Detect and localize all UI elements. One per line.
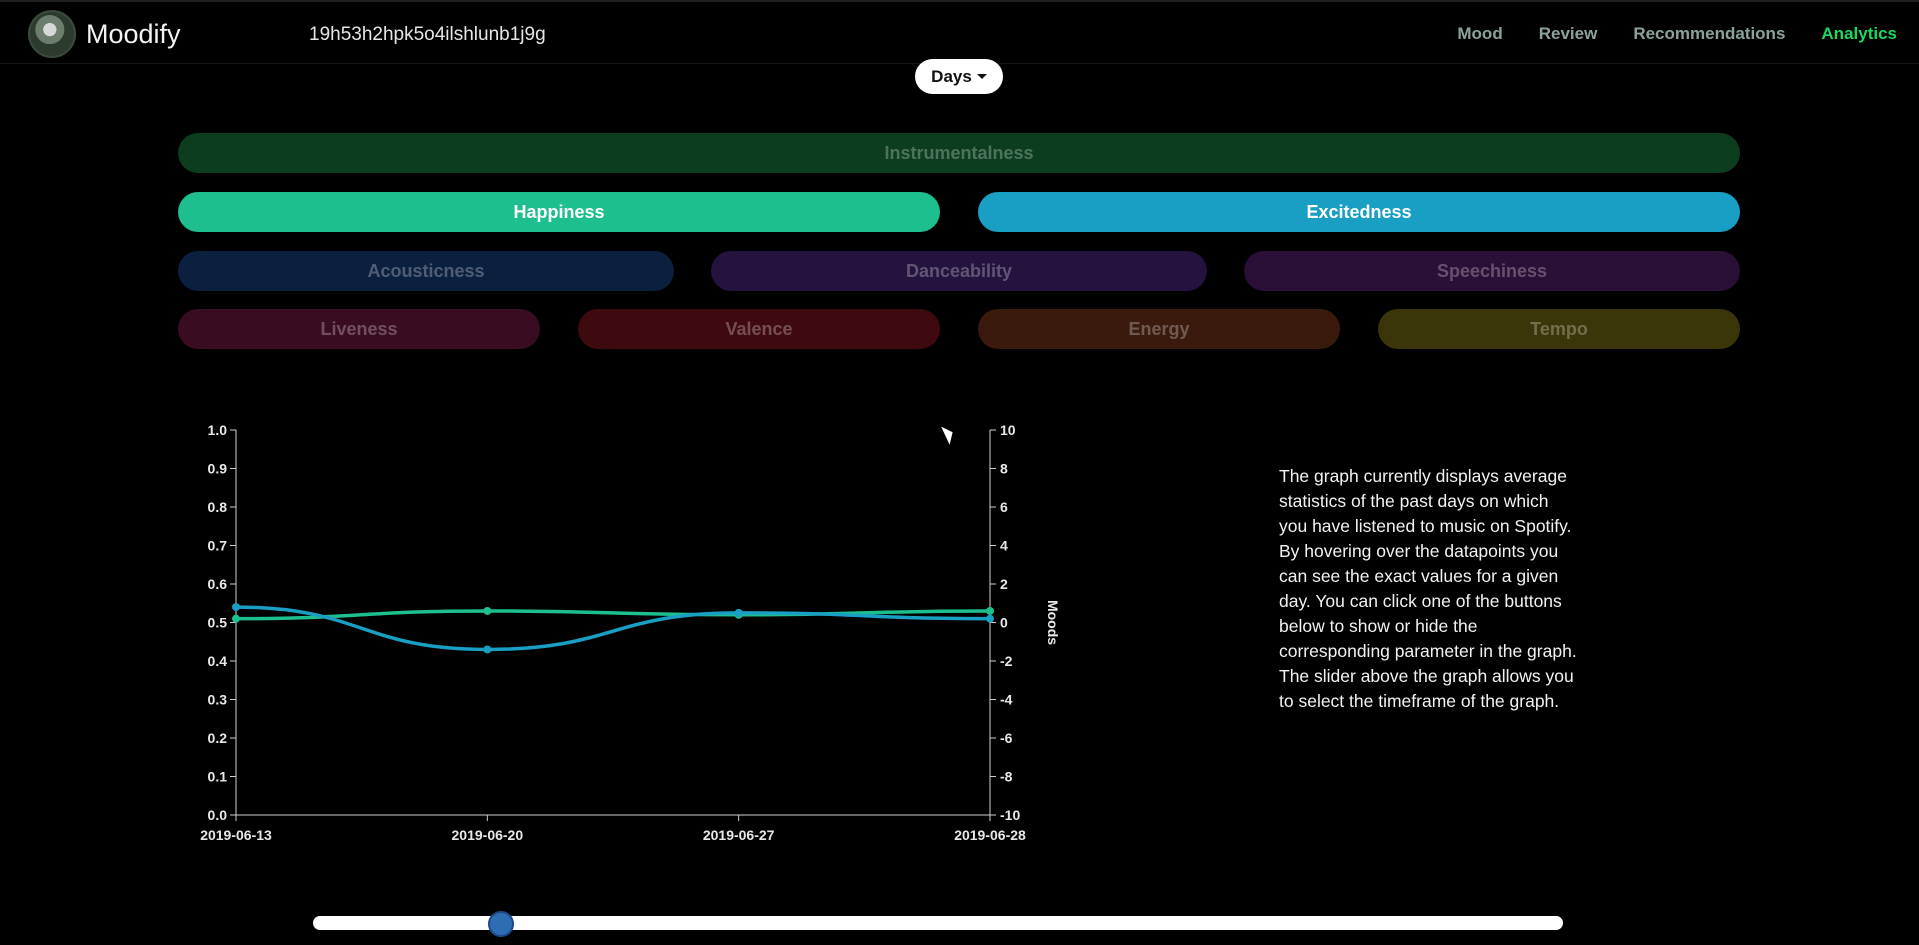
toggle-happiness[interactable]: Happiness [178,192,940,232]
y-right-tick-label: -10 [1000,807,1020,823]
y-right-tick-label: 8 [1000,461,1008,477]
timeframe-dropdown[interactable]: Days [915,59,1003,94]
timeframe-slider[interactable] [313,916,1563,930]
toggle-excitedness[interactable]: Excitedness [978,192,1740,232]
toggle-liveness[interactable]: Liveness [178,309,540,349]
caret-down-icon [976,74,987,79]
y-left-tick-label: 0.1 [208,769,228,785]
toggle-valence[interactable]: Valence [578,309,940,349]
y-right-tick-label: 0 [1000,615,1008,631]
y-left-tick-label: 0.0 [208,807,228,823]
series-point-1 [734,608,743,617]
nav-review[interactable]: Review [1538,24,1598,43]
x-tick-label: 2019-06-20 [452,827,524,843]
brand-name: Moodify [86,18,181,49]
toggle-label: Valence [725,318,793,339]
y-right-tick-label: -2 [1000,653,1013,669]
toggle-instrumentalness[interactable]: Instrumentalness [178,133,1740,173]
user-id: 19h53h2hpk5o4ilshlunb1j9g [309,24,546,45]
y-left-tick-label: 0.3 [208,692,228,708]
x-tick-label: 2019-06-13 [200,827,272,843]
moodify-logo-icon [28,10,76,58]
timeframe-slider-handle[interactable] [487,911,514,937]
y-left-tick-label: 1.0 [208,422,228,438]
toggle-label: Tempo [1530,318,1588,339]
y-left-tick-label: 0.7 [208,538,228,554]
toggle-energy[interactable]: Energy [978,309,1340,349]
brand[interactable]: Moodify [28,10,181,58]
series-point-1 [483,645,492,654]
series-point-1 [986,614,994,623]
navbar: Moodify 19h53h2hpk5o4ilshlunb1j9g Mood R… [0,0,1919,64]
nav-mood[interactable]: Mood [1457,24,1503,43]
y-left-tick-label: 0.2 [208,730,228,746]
y-left-tick-label: 0.9 [208,461,228,477]
toggle-danceability[interactable]: Danceability [711,251,1207,291]
toggle-label: Energy [1128,318,1190,339]
y-left-tick-label: 0.8 [208,499,228,515]
nav-recommendations[interactable]: Recommendations [1633,24,1786,43]
y-right-axis-label: Moods [1045,600,1061,645]
toggle-label: Happiness [513,201,605,222]
y-right-tick-label: 10 [1000,422,1016,438]
y-left-tick-label: 0.6 [208,576,228,592]
nav-analytics[interactable]: Analytics [1821,24,1897,43]
toggle-label: Acousticness [367,260,485,281]
y-right-tick-label: -8 [1000,769,1013,785]
toggle-speechiness[interactable]: Speechiness [1244,251,1740,291]
nav-links: Mood Review Recommendations Analytics [1457,24,1897,44]
timeframe-label: Days [931,66,972,86]
series-line-1 [235,605,991,652]
x-tick-label: 2019-06-28 [954,827,1026,843]
y-right-tick-label: 4 [1000,538,1008,554]
analytics-chart: 0.00.10.20.30.40.50.60.70.80.91.0 1086420… [200,422,1061,843]
y-right-tick-label: 6 [1000,499,1008,515]
series-point-0 [483,606,492,615]
x-tick-label: 2019-06-27 [703,827,775,843]
y-right-tick-label: 2 [1000,576,1008,592]
series-point-0 [232,614,240,623]
graph-description: The graph currently displays average sta… [1279,466,1577,711]
toggle-label: Excitedness [1306,201,1412,222]
y-left-tick-label: 0.5 [208,615,228,631]
toggle-label: Speechiness [1436,260,1548,281]
y-right-tick-label: -6 [1000,730,1013,746]
toggle-acousticness[interactable]: Acousticness [178,251,674,291]
y-left-tick-label: 0.4 [208,653,228,669]
toggle-tempo[interactable]: Tempo [1378,309,1740,349]
toggle-label: Danceability [905,260,1013,281]
series-line-0 [235,609,991,621]
toggle-label: Instrumentalness [884,142,1034,163]
y-right-tick-label: -4 [1000,692,1013,708]
series-point-1 [232,603,240,612]
toggle-label: Liveness [320,318,398,339]
series-point-0 [986,606,994,615]
